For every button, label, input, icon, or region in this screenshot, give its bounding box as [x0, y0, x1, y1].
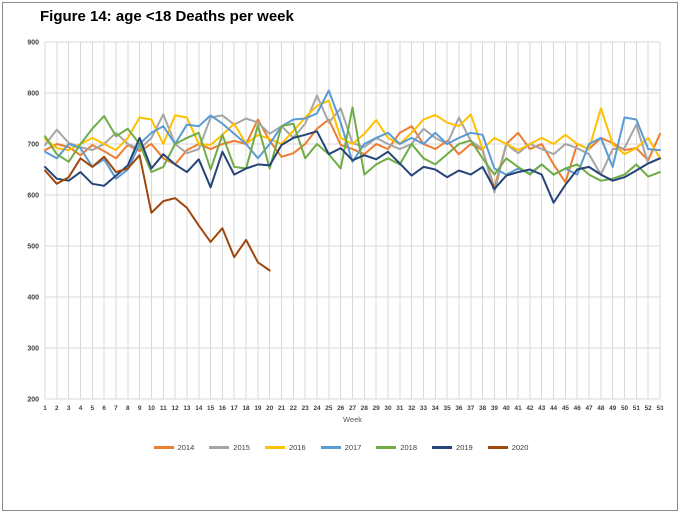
x-tick-label: 28	[361, 405, 369, 412]
x-tick-label: 12	[172, 405, 180, 412]
legend-item-2018: 2018	[376, 443, 417, 452]
legend-item-2019: 2019	[432, 443, 473, 452]
x-tick-label: 44	[550, 405, 558, 412]
x-tick-label: 9	[138, 405, 142, 412]
legend-swatch-2019	[432, 446, 453, 449]
legend-item-2020: 2020	[487, 443, 529, 452]
legend-label: 2016	[288, 443, 306, 452]
x-tick-label: 49	[609, 405, 617, 412]
legend-label: 2015	[233, 443, 250, 452]
x-tick-label: 7	[114, 405, 118, 412]
x-tick-label: 45	[562, 405, 570, 412]
legend-swatch-2015	[209, 446, 230, 449]
x-tick-label: 24	[313, 405, 321, 412]
x-tick-label: 26	[337, 405, 345, 412]
legend-label: 2014	[177, 443, 195, 452]
y-tick-label: 400	[27, 295, 39, 302]
x-tick-label: 27	[349, 405, 357, 412]
legend-label: 2019	[456, 443, 473, 452]
x-tick-label: 16	[219, 405, 227, 412]
x-tick-label: 52	[645, 405, 653, 412]
legend-item-2017: 2017	[320, 443, 362, 452]
gridlines	[44, 41, 661, 400]
legend-item-2016: 2016	[264, 443, 306, 452]
x-tick-label: 40	[503, 405, 511, 412]
x-tick-label: 35	[444, 405, 452, 412]
x-tick-label: 4	[79, 405, 83, 412]
legend-item-2014: 2014	[153, 443, 195, 452]
series-line-2016	[44, 99, 661, 160]
x-tick-label: 36	[455, 405, 463, 412]
x-tick-label: 14	[195, 405, 203, 412]
x-tick-label: 46	[574, 405, 582, 412]
x-tick-label: 48	[597, 405, 605, 412]
legend-swatch-2020	[487, 446, 508, 449]
legend-swatch-2016	[264, 446, 285, 449]
x-tick-label: 39	[491, 405, 499, 412]
y-axis-tick-labels: 200 300 400 500 600 700 800 900	[27, 40, 39, 404]
x-tick-label: 38	[479, 405, 487, 412]
legend: 2014 2015 2016 2017 2018 2019 2020	[0, 443, 682, 452]
x-tick-label: 31	[396, 405, 404, 412]
x-tick-label: 22	[290, 405, 298, 412]
x-tick-label: 18	[243, 405, 251, 412]
x-tick-label: 20	[266, 405, 274, 412]
chart-title: Figure 14: age <18 Deaths per week	[40, 8, 294, 25]
x-tick-label: 6	[102, 405, 106, 412]
y-tick-label: 900	[27, 40, 39, 47]
x-tick-label: 8	[126, 405, 130, 412]
x-tick-label: 37	[467, 405, 475, 412]
x-tick-label: 53	[656, 405, 664, 412]
series-line-2019	[44, 130, 661, 204]
x-tick-label: 3	[67, 405, 71, 412]
legend-label: 2020	[511, 443, 529, 452]
x-tick-label: 13	[183, 405, 191, 412]
y-tick-label: 700	[27, 142, 39, 149]
legend-item-2015: 2015	[209, 443, 250, 452]
x-tick-label: 33	[420, 405, 428, 412]
x-tick-label: 32	[408, 405, 416, 412]
x-tick-label: 43	[538, 405, 546, 412]
legend-swatch-2017	[320, 446, 341, 449]
x-tick-label: 29	[373, 405, 381, 412]
x-tick-label: 41	[515, 405, 523, 412]
x-tick-label: 2	[55, 405, 59, 412]
x-tick-label: 47	[585, 405, 593, 412]
y-tick-label: 600	[27, 193, 39, 200]
legend-label: 2018	[400, 443, 418, 452]
y-tick-label: 800	[27, 91, 39, 98]
y-tick-label: 200	[27, 397, 39, 404]
series-line-2018	[44, 106, 661, 182]
x-tick-label: 21	[278, 405, 286, 412]
x-tick-label: 10	[148, 405, 156, 412]
y-tick-label: 300	[27, 346, 39, 353]
legend-label: 2017	[344, 443, 362, 452]
x-tick-label: 23	[302, 405, 310, 412]
x-tick-label: 15	[207, 405, 215, 412]
x-tick-label: 5	[91, 405, 95, 412]
x-tick-label: 51	[633, 405, 641, 412]
x-tick-label: 42	[526, 405, 534, 412]
x-tick-label: 19	[254, 405, 262, 412]
series-line-2014	[44, 118, 661, 189]
legend-swatch-2018	[376, 446, 397, 449]
x-tick-label: 30	[384, 405, 392, 412]
x-axis-title: Week	[342, 415, 363, 424]
x-tick-label: 1	[43, 405, 47, 412]
y-tick-label: 500	[27, 244, 39, 251]
x-tick-label: 25	[325, 405, 333, 412]
x-tick-label: 17	[231, 405, 239, 412]
series-line-2020	[44, 154, 271, 272]
x-tick-label: 50	[621, 405, 629, 412]
x-axis-tick-labels: 1 2 3 4 5 6 7 8 9 10 11 12 13 14 15 16 17 18 19 20 21 22 23 24 2…	[43, 405, 664, 412]
x-tick-label: 11	[160, 405, 167, 412]
legend-swatch-2014	[153, 446, 174, 449]
x-tick-label: 34	[432, 405, 440, 412]
